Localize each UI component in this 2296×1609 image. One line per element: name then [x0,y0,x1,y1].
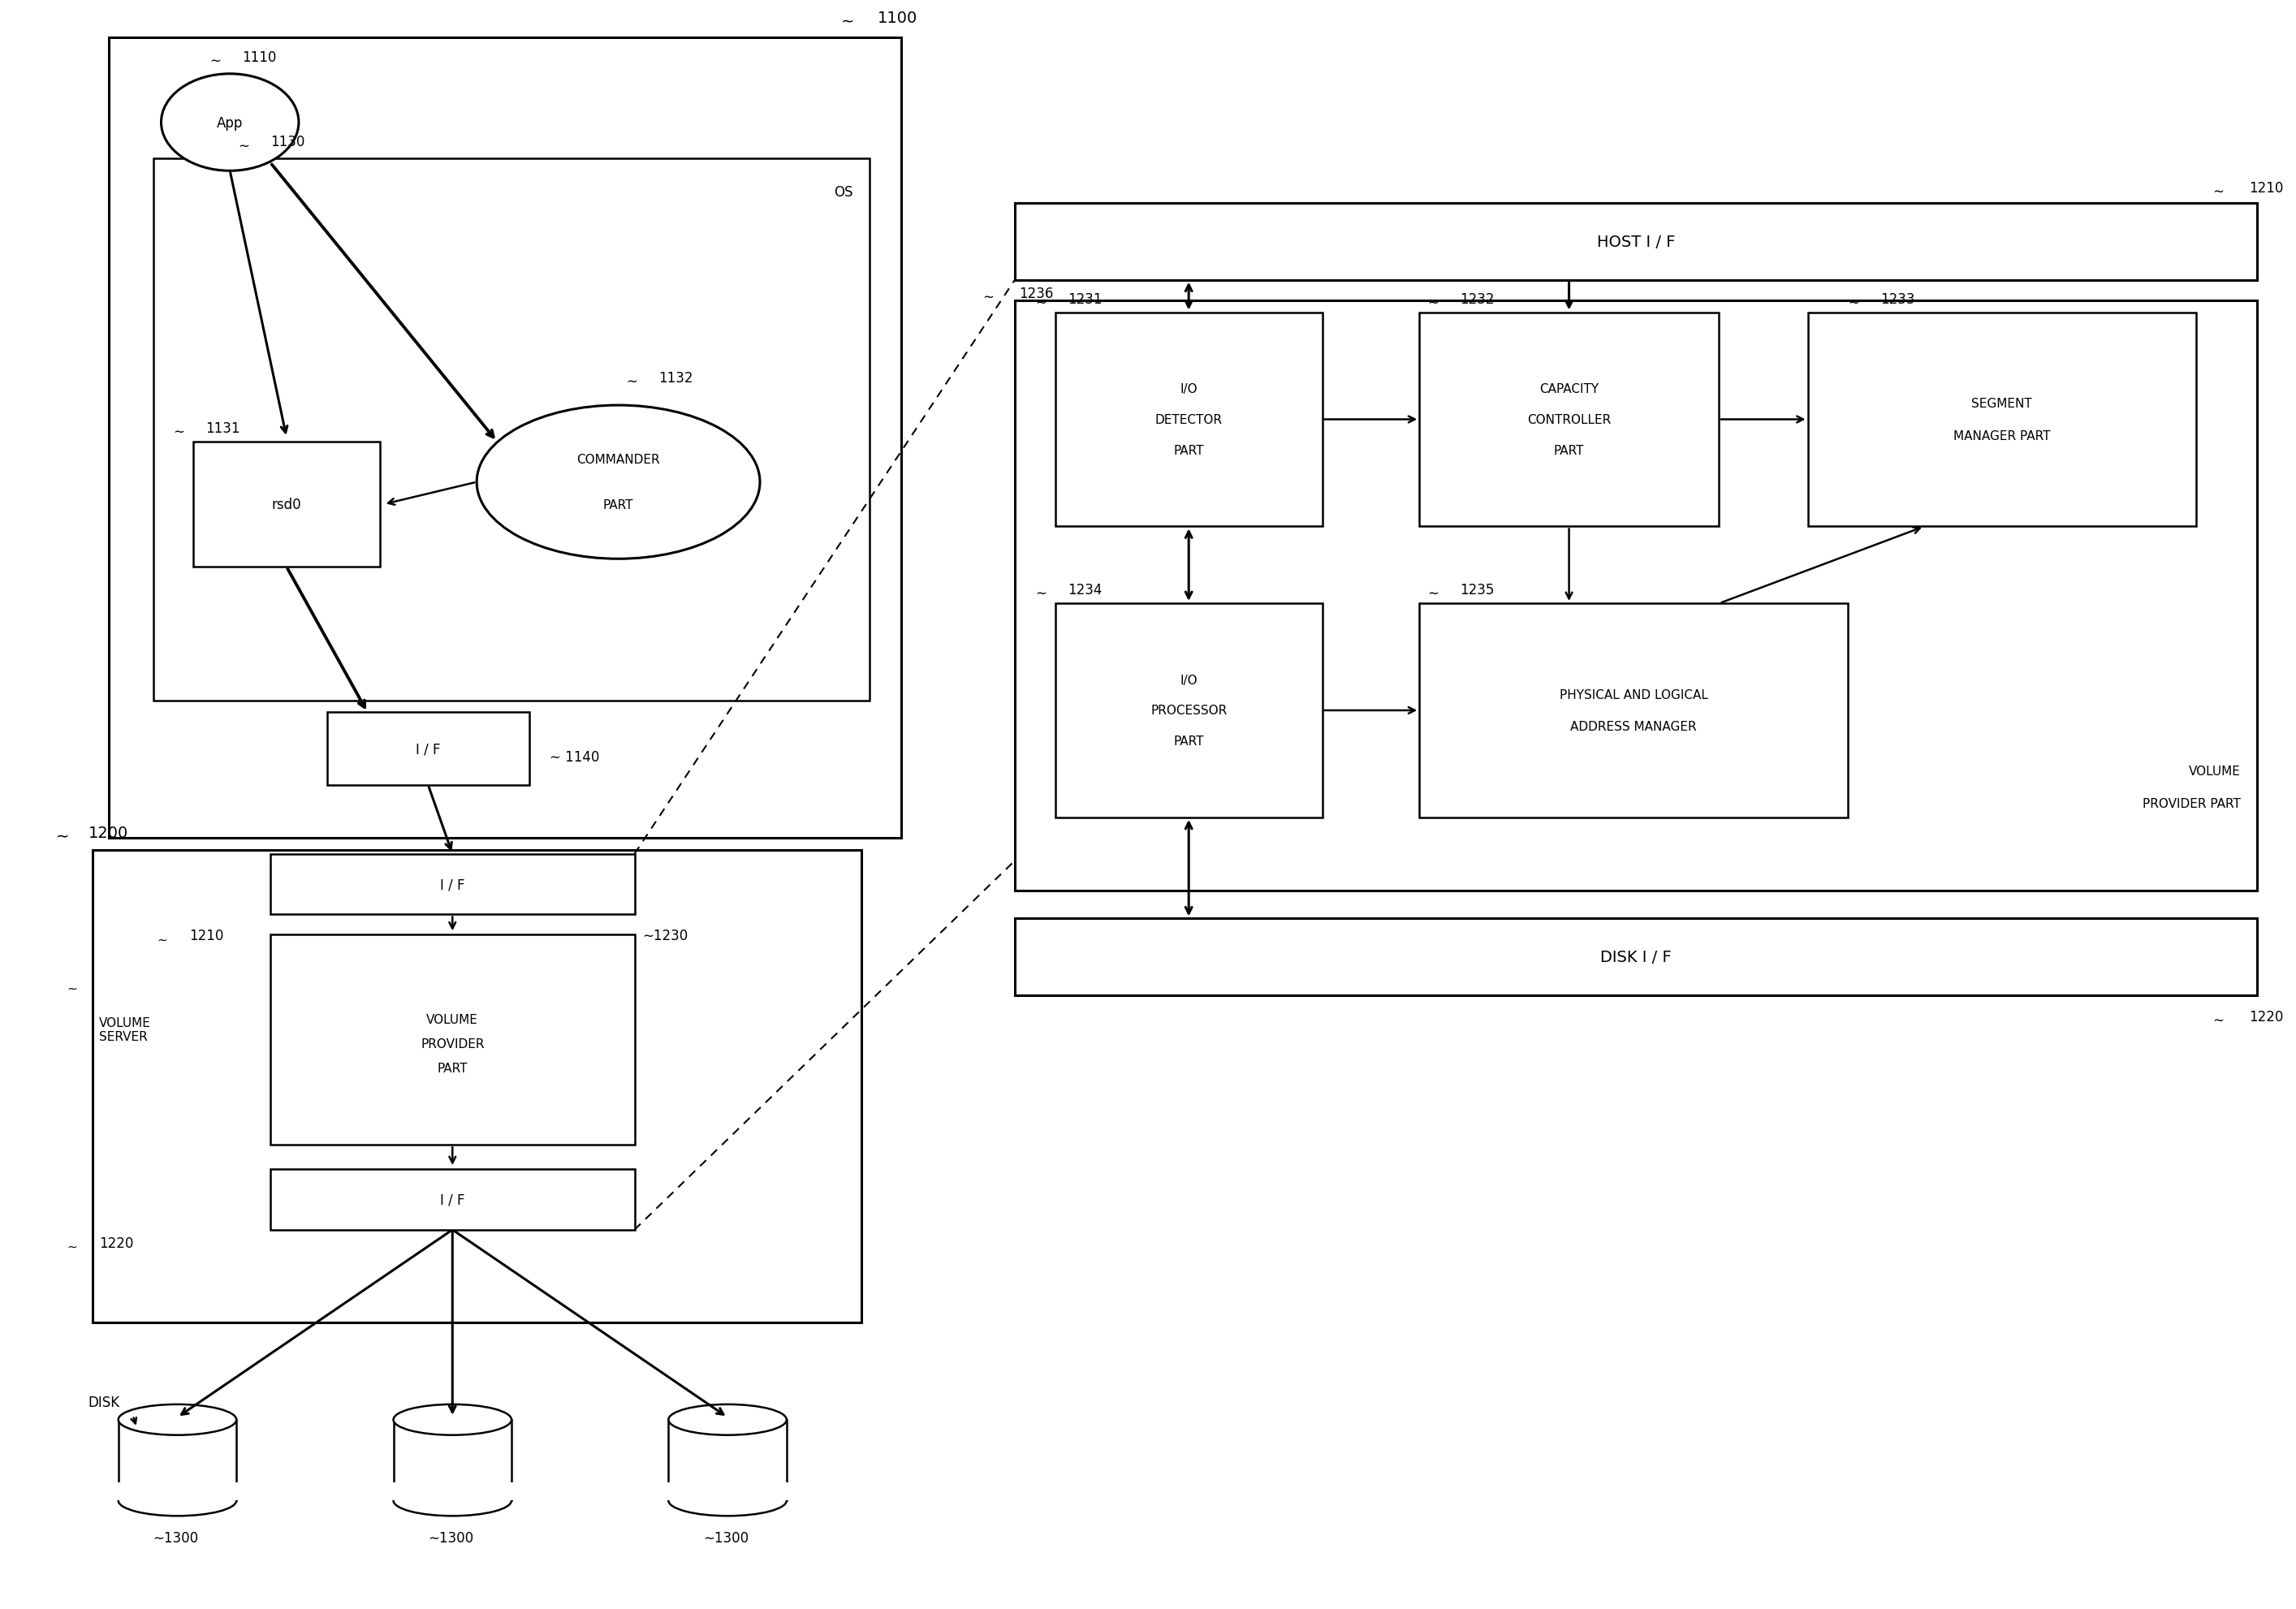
Text: PROVIDER: PROVIDER [420,1038,484,1051]
Text: 1220: 1220 [2248,1009,2282,1023]
Ellipse shape [119,1405,236,1435]
Bar [1056,312,1322,528]
Ellipse shape [668,1485,788,1516]
Bar [326,713,530,785]
Text: DISK: DISK [87,1395,119,1409]
Text: App: App [216,116,243,130]
Text: ∼: ∼ [209,53,220,68]
Text: DETECTOR: DETECTOR [1155,414,1221,426]
Bar [271,854,634,916]
Text: 1231: 1231 [1068,291,1102,306]
Text: ∼: ∼ [1428,294,1440,309]
Bar [1419,603,1848,817]
Text: ∼1300: ∼1300 [703,1530,748,1545]
Text: 1110: 1110 [241,50,276,64]
Text: PART: PART [1173,444,1203,457]
Text: I/O: I/O [1180,383,1199,396]
Text: 1130: 1130 [271,135,305,150]
Text: I / F: I / F [441,877,464,891]
Ellipse shape [668,1405,788,1435]
Text: CONTROLLER: CONTROLLER [1527,414,1612,426]
Ellipse shape [393,1485,512,1516]
Text: PART: PART [1554,444,1584,457]
Text: SEGMENT: SEGMENT [1972,397,2032,410]
Bar [1015,204,2257,280]
Text: ∼1230: ∼1230 [643,928,689,943]
Text: ∼1300: ∼1300 [154,1530,200,1545]
Bar [115,1483,241,1501]
Text: 1200: 1200 [87,825,129,840]
Text: ∼: ∼ [1035,586,1047,600]
Bar [1015,301,2257,890]
Bar [193,442,379,568]
Text: 1232: 1232 [1460,291,1495,306]
Text: rsd0: rsd0 [271,497,301,512]
Bar [108,39,902,838]
Text: ∼: ∼ [2213,1012,2223,1027]
Text: 1236: 1236 [1019,286,1054,301]
Bar [1056,603,1322,817]
Ellipse shape [478,405,760,560]
Bar [119,1419,236,1501]
Bar [1419,312,1720,528]
Text: OS: OS [833,185,852,200]
Text: ∼: ∼ [1428,586,1440,600]
Ellipse shape [119,1485,236,1516]
Text: PART: PART [436,1062,468,1075]
Text: 1131: 1131 [207,422,241,436]
Text: ∼: ∼ [67,981,76,994]
Bar [390,1483,517,1501]
Text: ∼: ∼ [156,933,168,946]
Text: PROCESSOR: PROCESSOR [1150,705,1226,718]
Text: ∼: ∼ [2213,185,2223,200]
Text: VOLUME
SERVER: VOLUME SERVER [99,1017,152,1043]
Text: ∼: ∼ [1848,294,1860,309]
Text: 1210: 1210 [2248,182,2282,196]
Text: ∼: ∼ [627,375,638,389]
Text: 1100: 1100 [877,11,916,26]
Text: ∼: ∼ [840,14,854,29]
Bar [1015,919,2257,996]
Text: I / F: I / F [416,742,441,756]
Text: PART: PART [604,499,634,512]
Text: CAPACITY: CAPACITY [1538,383,1598,396]
Text: ∼: ∼ [172,425,184,439]
Text: VOLUME: VOLUME [2188,766,2241,777]
Ellipse shape [393,1405,512,1435]
Text: VOLUME: VOLUME [427,1014,478,1027]
Text: PHYSICAL AND LOGICAL: PHYSICAL AND LOGICAL [1559,689,1708,700]
Text: DISK I / F: DISK I / F [1600,949,1671,965]
Text: ∼: ∼ [983,290,994,304]
Text: PROVIDER PART: PROVIDER PART [2142,798,2241,809]
Text: I/O: I/O [1180,674,1199,685]
Bar [92,850,861,1323]
Text: ∼ 1140: ∼ 1140 [549,750,599,764]
Bar [154,159,870,700]
Text: 1234: 1234 [1068,582,1102,597]
Bar [1807,312,2195,528]
Text: ADDRESS MANAGER: ADDRESS MANAGER [1570,721,1697,734]
Text: 1220: 1220 [99,1236,133,1250]
Text: ∼: ∼ [1035,294,1047,309]
Bar [664,1483,790,1501]
Text: ∼: ∼ [239,138,250,153]
Text: ∼: ∼ [55,829,69,843]
Bar [271,935,634,1146]
Text: PART: PART [1173,735,1203,748]
Text: I / F: I / F [441,1192,464,1207]
Bar [271,1170,634,1229]
Text: ∼: ∼ [67,1241,76,1252]
Text: MANAGER PART: MANAGER PART [1954,430,2050,442]
Bar [668,1419,788,1501]
Ellipse shape [161,74,298,172]
Bar [393,1419,512,1501]
Text: 1235: 1235 [1460,582,1495,597]
Text: COMMANDER: COMMANDER [576,454,659,467]
Text: 1210: 1210 [191,928,225,943]
Text: 1233: 1233 [1880,291,1915,306]
Text: ∼1300: ∼1300 [427,1530,473,1545]
Text: 1132: 1132 [659,372,693,386]
Text: HOST I / F: HOST I / F [1596,235,1676,249]
